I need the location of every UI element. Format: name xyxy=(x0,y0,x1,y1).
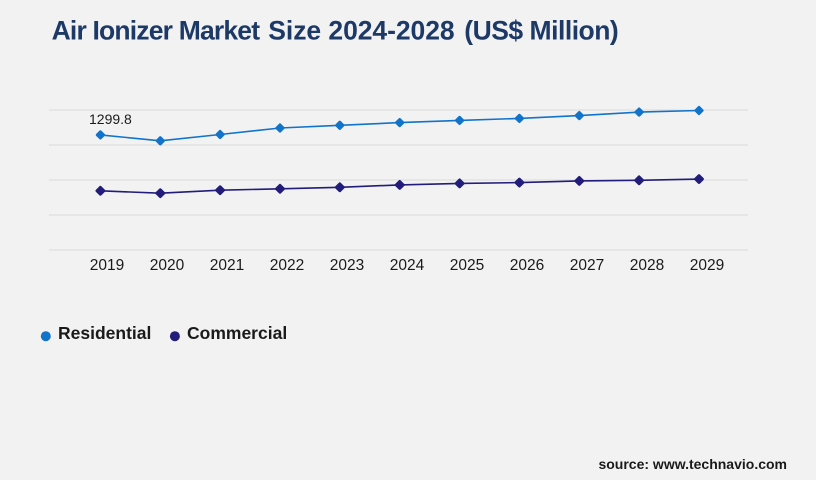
svg-text:2026: 2026 xyxy=(510,257,544,274)
svg-text:2020: 2020 xyxy=(150,257,185,274)
svg-text:2025: 2025 xyxy=(450,257,484,274)
svg-text:(US$ Million): (US$ Million) xyxy=(464,15,618,45)
svg-text:2022: 2022 xyxy=(270,257,304,274)
svg-text:2024: 2024 xyxy=(390,257,425,274)
svg-text:Commercial: Commercial xyxy=(187,323,287,343)
svg-text:Size 2024-2028: Size 2024-2028 xyxy=(268,15,454,45)
svg-text:2019: 2019 xyxy=(90,257,124,274)
svg-text:Residential: Residential xyxy=(58,323,151,343)
svg-text:source: www.technavio.com: source: www.technavio.com xyxy=(598,456,787,472)
svg-text:2027: 2027 xyxy=(570,257,604,274)
svg-text:Air Ionizer Market: Air Ionizer Market xyxy=(52,15,261,45)
svg-text:1299.8: 1299.8 xyxy=(89,111,132,127)
svg-text:2021: 2021 xyxy=(210,257,244,274)
svg-text:2023: 2023 xyxy=(330,257,364,274)
svg-text:2029: 2029 xyxy=(690,257,724,274)
svg-text:2028: 2028 xyxy=(630,257,664,274)
